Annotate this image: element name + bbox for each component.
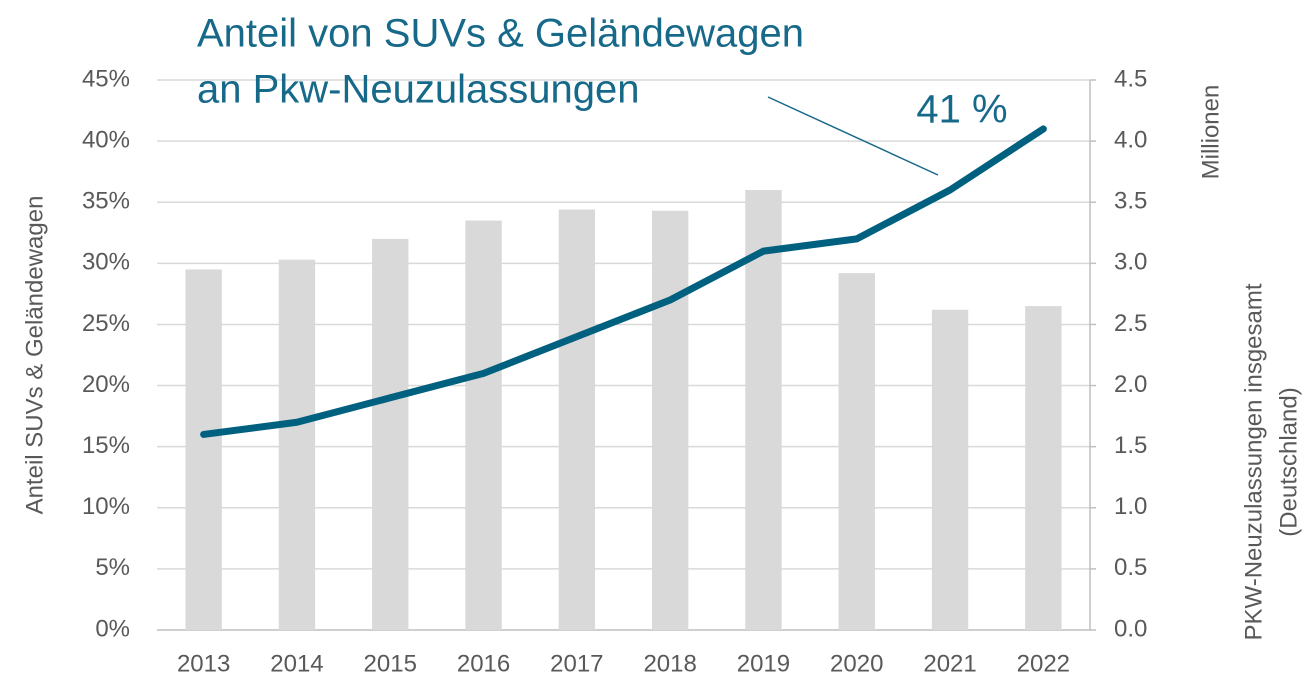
y2-tick-label: 1.0 bbox=[1114, 493, 1147, 520]
bar bbox=[745, 190, 782, 630]
bar bbox=[185, 269, 222, 630]
y2-axis-label: PKW-Neuzulassungen insgesamt bbox=[1240, 283, 1267, 640]
y2-axis-label: (Deutschland) bbox=[1275, 387, 1302, 536]
y2-tick-label: 0.0 bbox=[1114, 615, 1147, 642]
x-tick-label: 2016 bbox=[457, 650, 510, 677]
y2-tick-label: 2.0 bbox=[1114, 371, 1147, 398]
bar bbox=[651, 210, 689, 630]
x-tick-label: 2018 bbox=[643, 650, 696, 677]
x-tick-label: 2019 bbox=[737, 650, 790, 677]
bar bbox=[1025, 306, 1062, 630]
chart-title: an Pkw-Neuzulassungen bbox=[197, 68, 639, 112]
annotation-leader bbox=[767, 96, 939, 176]
bar bbox=[278, 259, 316, 630]
x-tick-label: 2013 bbox=[177, 650, 230, 677]
y-tick-label: 30% bbox=[82, 249, 130, 276]
y-tick-label: 20% bbox=[82, 371, 130, 398]
y-tick-label: 15% bbox=[82, 432, 130, 459]
y2-tick-label: 2.5 bbox=[1114, 310, 1147, 337]
y-tick-label: 5% bbox=[95, 554, 130, 581]
x-tick-label: 2017 bbox=[550, 650, 603, 677]
y-tick-label: 40% bbox=[82, 126, 130, 153]
y-tick-label: 0% bbox=[95, 615, 130, 642]
bar bbox=[372, 238, 409, 630]
x-tick-label: 2020 bbox=[830, 650, 883, 677]
y2-tick-label: 4.5 bbox=[1114, 65, 1147, 92]
bar bbox=[931, 309, 969, 630]
chart-title: Anteil von SUVs & Geländewagen bbox=[197, 12, 804, 56]
y-axis-label: Anteil SUVs & Geländewagen bbox=[21, 196, 48, 515]
bar bbox=[465, 220, 502, 631]
y-tick-label: 45% bbox=[82, 65, 130, 92]
y2-tick-label: 3.0 bbox=[1114, 249, 1147, 276]
annotation: 41 % bbox=[916, 88, 1007, 132]
x-tick-label: 2021 bbox=[923, 650, 976, 677]
y-tick-label: 25% bbox=[82, 310, 130, 337]
x-tick-label: 2014 bbox=[270, 650, 323, 677]
x-tick-label: 2022 bbox=[1017, 650, 1070, 677]
bar bbox=[558, 209, 596, 631]
bar bbox=[838, 273, 875, 630]
y2-tick-label: 1.5 bbox=[1114, 432, 1147, 459]
y-tick-label: 35% bbox=[82, 188, 130, 215]
y2-unit: Millionen bbox=[1197, 85, 1224, 180]
y2-tick-label: 0.5 bbox=[1114, 554, 1147, 581]
y2-tick-label: 3.5 bbox=[1114, 188, 1147, 215]
line bbox=[200, 125, 1047, 438]
y2-tick-label: 4.0 bbox=[1114, 126, 1147, 153]
y-tick-label: 10% bbox=[82, 493, 130, 520]
bars bbox=[185, 190, 1062, 631]
x-tick-label: 2015 bbox=[364, 650, 417, 677]
